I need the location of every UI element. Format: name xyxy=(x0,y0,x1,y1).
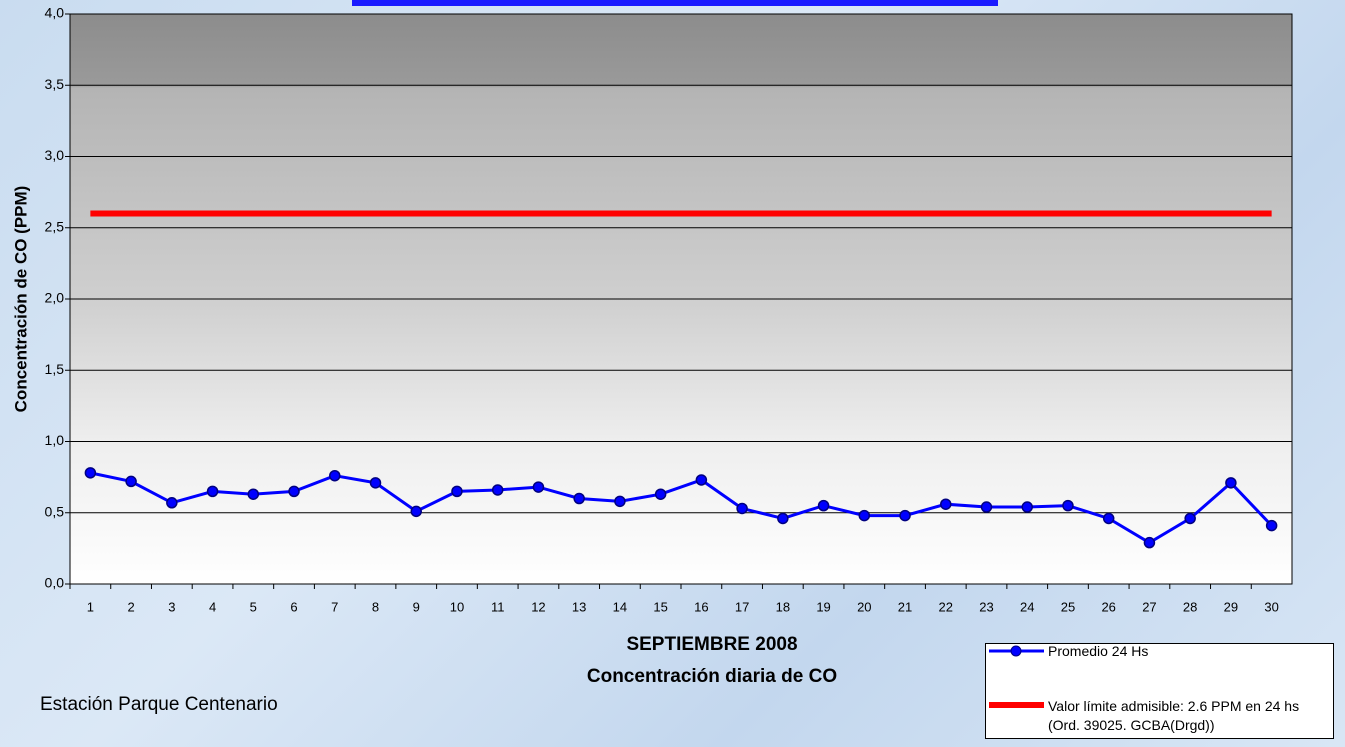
y-tick-label: 0,5 xyxy=(45,503,65,519)
y-axis-title: Concentración de CO (PPM) xyxy=(11,186,30,413)
y-tick-label: 3,0 xyxy=(45,147,65,163)
x-tick-label: 25 xyxy=(1061,599,1075,614)
point xyxy=(84,467,97,479)
x-tick-label: 12 xyxy=(531,599,545,614)
x-tick-label: 18 xyxy=(776,599,790,614)
point xyxy=(166,497,178,509)
point xyxy=(940,498,952,510)
x-tick-label: 17 xyxy=(735,599,749,614)
x-tick-label: 10 xyxy=(450,599,464,614)
point xyxy=(288,485,300,498)
annotation: Estación Parque Centenario xyxy=(40,694,278,715)
point xyxy=(1184,512,1196,525)
x-tick-label: 7 xyxy=(331,599,338,614)
point xyxy=(247,488,260,500)
point xyxy=(532,481,545,493)
point xyxy=(573,492,585,505)
y-tick-label: 1,0 xyxy=(45,432,65,448)
x-tick-label: 23 xyxy=(979,599,993,614)
x-tick-label: 1 xyxy=(87,599,94,614)
point xyxy=(736,502,748,515)
x-tick-label: 28 xyxy=(1183,599,1197,614)
x-tick-label: 15 xyxy=(653,599,667,614)
point xyxy=(125,475,137,488)
point xyxy=(206,485,219,498)
legend-label: Promedio 24 Hs xyxy=(1048,643,1149,659)
point xyxy=(654,488,667,500)
x-tick-label: 19 xyxy=(816,599,830,614)
y-tick-label: 2,5 xyxy=(45,218,65,234)
legend-swatches xyxy=(989,645,1044,708)
point xyxy=(1225,477,1237,489)
legend: Promedio 24 Hs Valor límite admisible: 2… xyxy=(985,643,1334,739)
point xyxy=(369,477,382,489)
point xyxy=(410,505,422,518)
x-tick-label: 3 xyxy=(168,599,175,614)
point xyxy=(695,474,708,486)
y-tick-label: 3,5 xyxy=(45,76,65,92)
x-tick-label: 5 xyxy=(250,599,257,614)
x-tick-label: 4 xyxy=(209,599,216,614)
y-tick-label: 2,0 xyxy=(45,290,65,306)
x-tick-label: 30 xyxy=(1264,599,1278,614)
x-tick-label: 24 xyxy=(1020,599,1034,614)
legend-label: Valor límite admisible: 2.6 PPM en 24 hs… xyxy=(1048,698,1300,733)
x-tick-label: 21 xyxy=(898,599,912,614)
point xyxy=(491,484,504,496)
x-tick-label: 8 xyxy=(372,599,379,614)
point xyxy=(1021,501,1033,513)
x-tick-label: 9 xyxy=(413,599,420,614)
point xyxy=(1143,536,1156,549)
point xyxy=(614,495,626,508)
x-tick-label: 26 xyxy=(1101,599,1115,614)
point xyxy=(1265,519,1278,532)
x-tick-label: 20 xyxy=(857,599,871,614)
chart-title: SEPTIEMBRE 2008 xyxy=(626,634,797,655)
point xyxy=(858,509,871,522)
point xyxy=(1062,499,1074,512)
point xyxy=(1102,512,1115,525)
chart-subtitle: Concentración diaria de CO xyxy=(587,666,837,687)
x-tick-label: 13 xyxy=(572,599,586,614)
x-tick-label: 11 xyxy=(491,599,505,614)
x-tick-label: 2 xyxy=(127,599,134,614)
x-tick-label: 29 xyxy=(1224,599,1238,614)
y-tick-label: 4,0 xyxy=(45,5,65,21)
point xyxy=(451,485,463,498)
header-bar xyxy=(352,0,998,6)
x-tick-label: 6 xyxy=(290,599,297,614)
point xyxy=(817,499,830,512)
point xyxy=(899,509,911,522)
point xyxy=(980,501,993,513)
point xyxy=(777,512,789,525)
x-tick-label: 14 xyxy=(613,599,627,614)
x-tick-label: 22 xyxy=(939,599,953,614)
x-tick-label: 16 xyxy=(694,599,708,614)
series-line xyxy=(90,471,1273,545)
y-tick-label: 1,5 xyxy=(45,361,65,377)
y-tick-label: 0,0 xyxy=(45,575,65,591)
x-tick-label: 27 xyxy=(1142,599,1156,614)
legend-marker xyxy=(1010,645,1022,657)
point xyxy=(329,469,341,482)
